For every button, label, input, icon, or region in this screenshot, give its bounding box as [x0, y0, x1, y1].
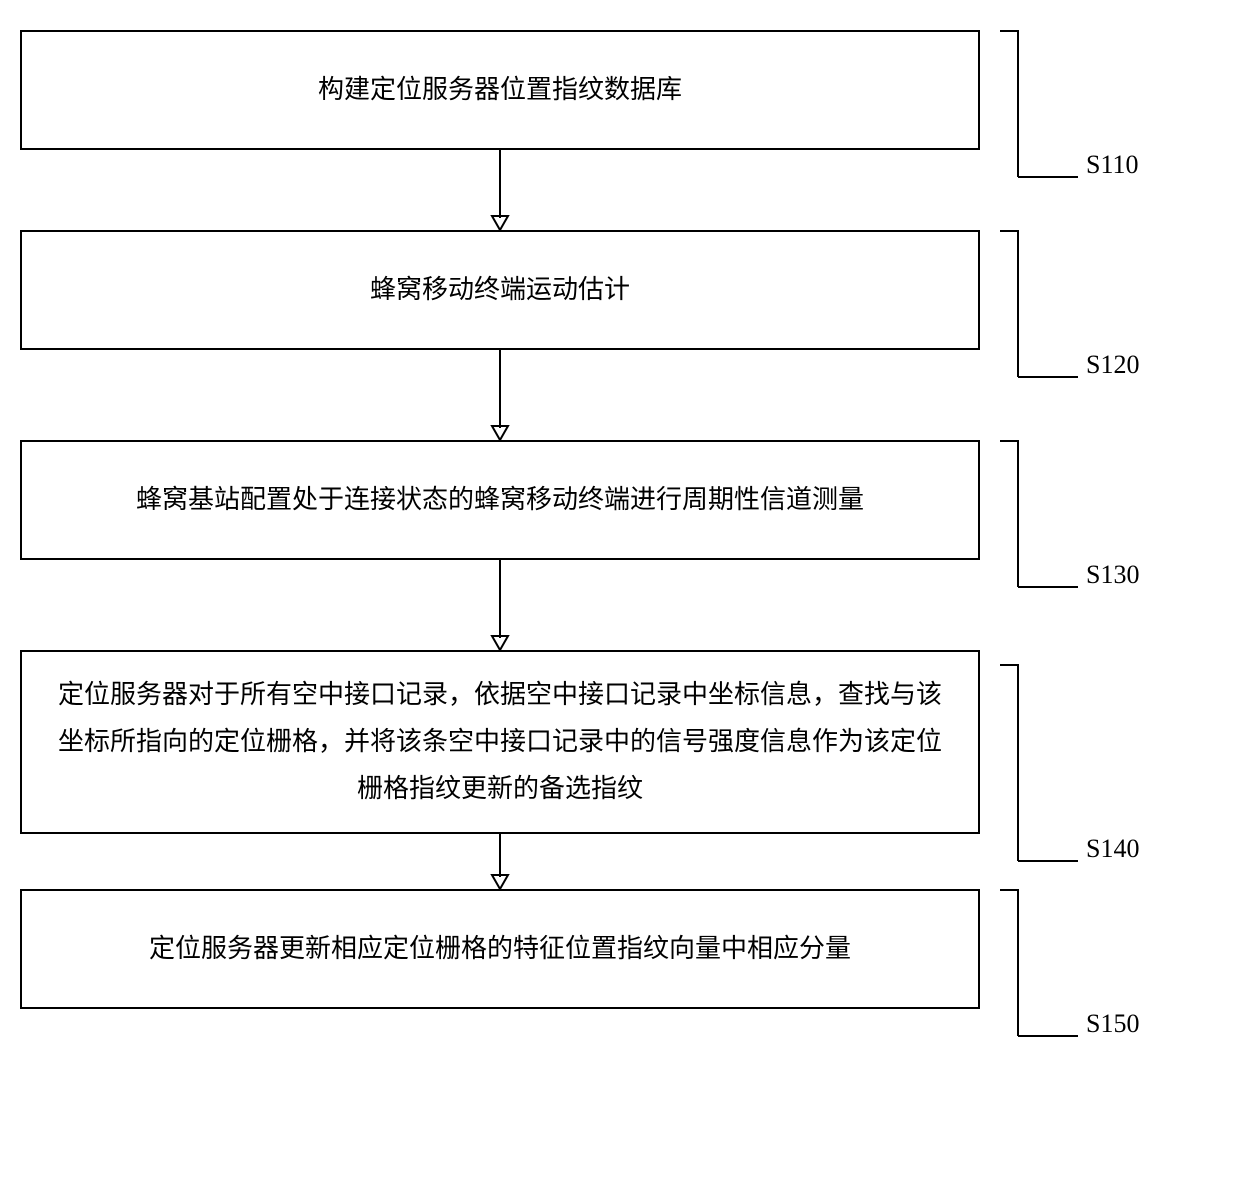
arrow-wrap: [20, 350, 980, 440]
step-text: 蜂窝基站配置处于连接状态的蜂窝移动终端进行周期性信道测量: [136, 477, 864, 524]
step-row-s130: 蜂窝基站配置处于连接状态的蜂窝移动终端进行周期性信道测量S130: [20, 440, 1220, 560]
step-box-s140: 定位服务器对于所有空中接口记录，依据空中接口记录中坐标信息，查找与该坐标所指向的…: [20, 650, 980, 834]
step-row-s110: 构建定位服务器位置指纹数据库S110: [20, 30, 1220, 150]
step-row-s150: 定位服务器更新相应定位栅格的特征位置指纹向量中相应分量S150: [20, 889, 1220, 1009]
arrow-wrap: [20, 560, 980, 650]
step-label-s150: S150: [1078, 1009, 1139, 1041]
step-text: 蜂窝移动终端运动估计: [370, 267, 630, 314]
label-connector: [978, 664, 1078, 866]
step-text: 定位服务器对于所有空中接口记录，依据空中接口记录中坐标信息，查找与该坐标所指向的…: [52, 672, 948, 812]
label-connector: [978, 230, 1078, 382]
flow-arrow: [480, 150, 520, 230]
flow-arrow: [480, 560, 520, 650]
arrow-wrap: [20, 150, 980, 230]
step-label-wrap: S140: [978, 664, 1139, 866]
label-connector: [978, 30, 1078, 182]
step-row-s120: 蜂窝移动终端运动估计S120: [20, 230, 1220, 350]
flowchart-container: 构建定位服务器位置指纹数据库S110蜂窝移动终端运动估计S120蜂窝基站配置处于…: [20, 30, 1220, 1009]
step-label-wrap: S150: [978, 889, 1139, 1041]
label-connector: [978, 440, 1078, 592]
step-label-s110: S110: [1078, 150, 1139, 182]
step-text: 定位服务器更新相应定位栅格的特征位置指纹向量中相应分量: [149, 926, 851, 973]
arrow-wrap: [20, 834, 980, 889]
label-connector: [978, 889, 1078, 1041]
step-label-s130: S130: [1078, 560, 1139, 592]
flow-arrow: [480, 834, 520, 889]
step-label-wrap: S110: [978, 30, 1139, 182]
step-box-s130: 蜂窝基站配置处于连接状态的蜂窝移动终端进行周期性信道测量: [20, 440, 980, 560]
step-label-wrap: S130: [978, 440, 1139, 592]
step-label-s120: S120: [1078, 350, 1139, 382]
step-label-s140: S140: [1078, 834, 1139, 866]
flow-arrow: [480, 350, 520, 440]
step-text: 构建定位服务器位置指纹数据库: [318, 67, 682, 114]
step-box-s150: 定位服务器更新相应定位栅格的特征位置指纹向量中相应分量: [20, 889, 980, 1009]
step-box-s110: 构建定位服务器位置指纹数据库: [20, 30, 980, 150]
step-box-s120: 蜂窝移动终端运动估计: [20, 230, 980, 350]
step-label-wrap: S120: [978, 230, 1139, 382]
step-row-s140: 定位服务器对于所有空中接口记录，依据空中接口记录中坐标信息，查找与该坐标所指向的…: [20, 650, 1220, 834]
